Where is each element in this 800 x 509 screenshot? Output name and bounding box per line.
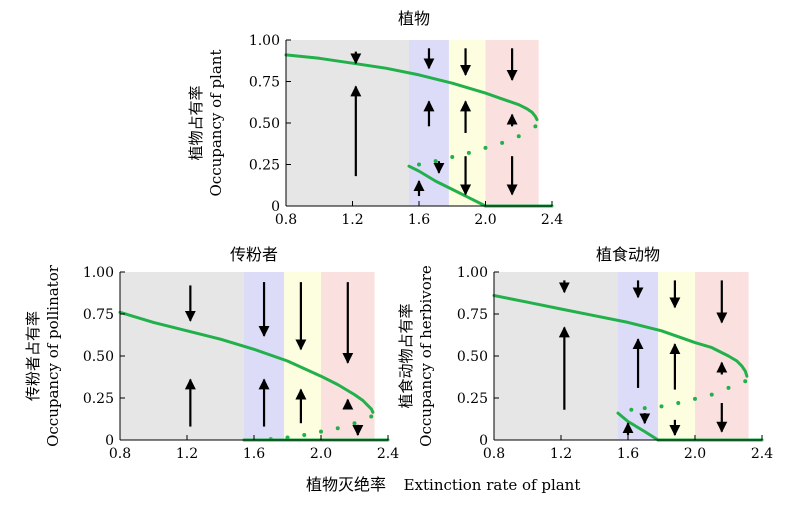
unstable-branch-point bbox=[743, 379, 748, 384]
unstable-branch-point bbox=[629, 407, 634, 412]
x-tick-label: 2.0 bbox=[474, 212, 496, 228]
stable-branch-line bbox=[492, 294, 749, 378]
unstable-branch-point bbox=[676, 401, 681, 406]
y-tick-label: 1.00 bbox=[83, 265, 114, 281]
unstable-branch-point bbox=[726, 385, 731, 390]
region-band-gray bbox=[494, 272, 618, 440]
x-tick-label: 0.8 bbox=[483, 446, 505, 462]
x-tick-label: 0.8 bbox=[109, 446, 131, 462]
chart-title: 植物 bbox=[398, 9, 430, 28]
y-tick-label: 0 bbox=[479, 433, 488, 449]
y-tick-label: 0.25 bbox=[249, 158, 280, 174]
x-axis-label-en: Extinction rate of plant bbox=[404, 476, 581, 494]
y-tick-label: 0.75 bbox=[83, 307, 114, 323]
x-tick-label: 0.8 bbox=[275, 212, 297, 228]
chart-title: 植食动物 bbox=[596, 245, 660, 264]
x-tick-label: 2.4 bbox=[541, 212, 563, 228]
x-axis-label-cn: 植物灭绝率 bbox=[306, 475, 386, 494]
x-tick-label: 2.0 bbox=[684, 446, 706, 462]
stable-branch-line bbox=[407, 164, 487, 208]
unstable-branch-point bbox=[709, 392, 714, 397]
unstable-branch-point bbox=[319, 429, 323, 434]
y-axis-label-en: Occupancy of herbivore bbox=[417, 265, 435, 447]
y-axis-label-cn: 植物占有率 bbox=[187, 85, 205, 160]
unstable-branch-point bbox=[642, 406, 647, 411]
unstable-branch-point bbox=[369, 414, 374, 419]
y-tick-label: 1.00 bbox=[249, 33, 280, 49]
unstable-branch-point bbox=[433, 159, 438, 164]
x-tick-label: 2.4 bbox=[377, 446, 399, 462]
y-tick-label: 0.75 bbox=[457, 307, 488, 323]
chart-herbivore: 0.8 1.2 1.6 2.0 2.4 0 0.25 0.50 0.75 1.00 植食动物 植食… bbox=[397, 245, 773, 462]
y-axis-label-cn: 传粉者占有率 bbox=[24, 311, 42, 401]
y-tick-label: 0.25 bbox=[83, 391, 114, 407]
x-tick-label: 1.6 bbox=[408, 212, 430, 228]
x-tick-label: 1.2 bbox=[341, 212, 363, 228]
y-tick-label: 0.50 bbox=[249, 116, 280, 132]
unstable-branch-point bbox=[500, 140, 505, 145]
unstable-branch-point bbox=[693, 396, 697, 401]
unstable-branch-point bbox=[483, 145, 488, 150]
unstable-branch-point bbox=[302, 432, 307, 437]
region-band-gray bbox=[120, 272, 244, 440]
stable-branch-line bbox=[616, 411, 660, 442]
unstable-branch-point bbox=[516, 134, 521, 139]
x-tick-label: 1.6 bbox=[617, 446, 639, 462]
x-tick-label: 2.0 bbox=[310, 446, 332, 462]
region-band-gray bbox=[286, 40, 410, 206]
unstable-branch-point bbox=[533, 124, 538, 129]
y-tick-label: 0 bbox=[105, 433, 114, 449]
y-axis-label-en: Occupancy of pollinator bbox=[44, 264, 62, 447]
unstable-branch-point bbox=[659, 404, 664, 409]
y-tick-label: 0.25 bbox=[457, 391, 488, 407]
y-tick-label: 0.75 bbox=[249, 75, 280, 91]
x-tick-label: 1.2 bbox=[550, 446, 572, 462]
unstable-branch-point bbox=[417, 162, 421, 167]
y-axis-label-cn: 植食动物占有率 bbox=[397, 303, 415, 408]
unstable-branch-point bbox=[352, 421, 357, 426]
unstable-branch-point bbox=[335, 426, 340, 431]
stable-branch-line bbox=[118, 310, 375, 414]
y-tick-label: 0.50 bbox=[83, 349, 114, 365]
region-band-yellow bbox=[284, 272, 321, 440]
y-axis-label-en: Occupancy of plant bbox=[207, 50, 225, 197]
unstable-branch-point bbox=[466, 150, 471, 155]
x-tick-label: 1.2 bbox=[176, 446, 198, 462]
y-tick-label: 1.00 bbox=[457, 265, 488, 281]
region-band-yellow bbox=[448, 40, 486, 206]
y-tick-label: 0.50 bbox=[457, 349, 488, 365]
unstable-branch-point bbox=[285, 435, 290, 440]
unstable-branch-point bbox=[450, 155, 455, 160]
x-tick-label: 2.4 bbox=[751, 446, 773, 462]
chart-pollinator: 0.8 1.2 1.6 2.0 2.4 0 0.25 0.50 0.75 1.00 传粉者 传粉者… bbox=[24, 245, 399, 462]
chart-plant: 0.8 1.2 1.6 2.0 2.4 0 0.25 0.50 0.75 1.00 植物 植物占有… bbox=[187, 9, 563, 228]
y-tick-label: 0 bbox=[271, 199, 280, 215]
region-band-yellow bbox=[658, 272, 695, 440]
x-tick-label: 1.6 bbox=[243, 446, 265, 462]
chart-title: 传粉者 bbox=[230, 245, 278, 264]
